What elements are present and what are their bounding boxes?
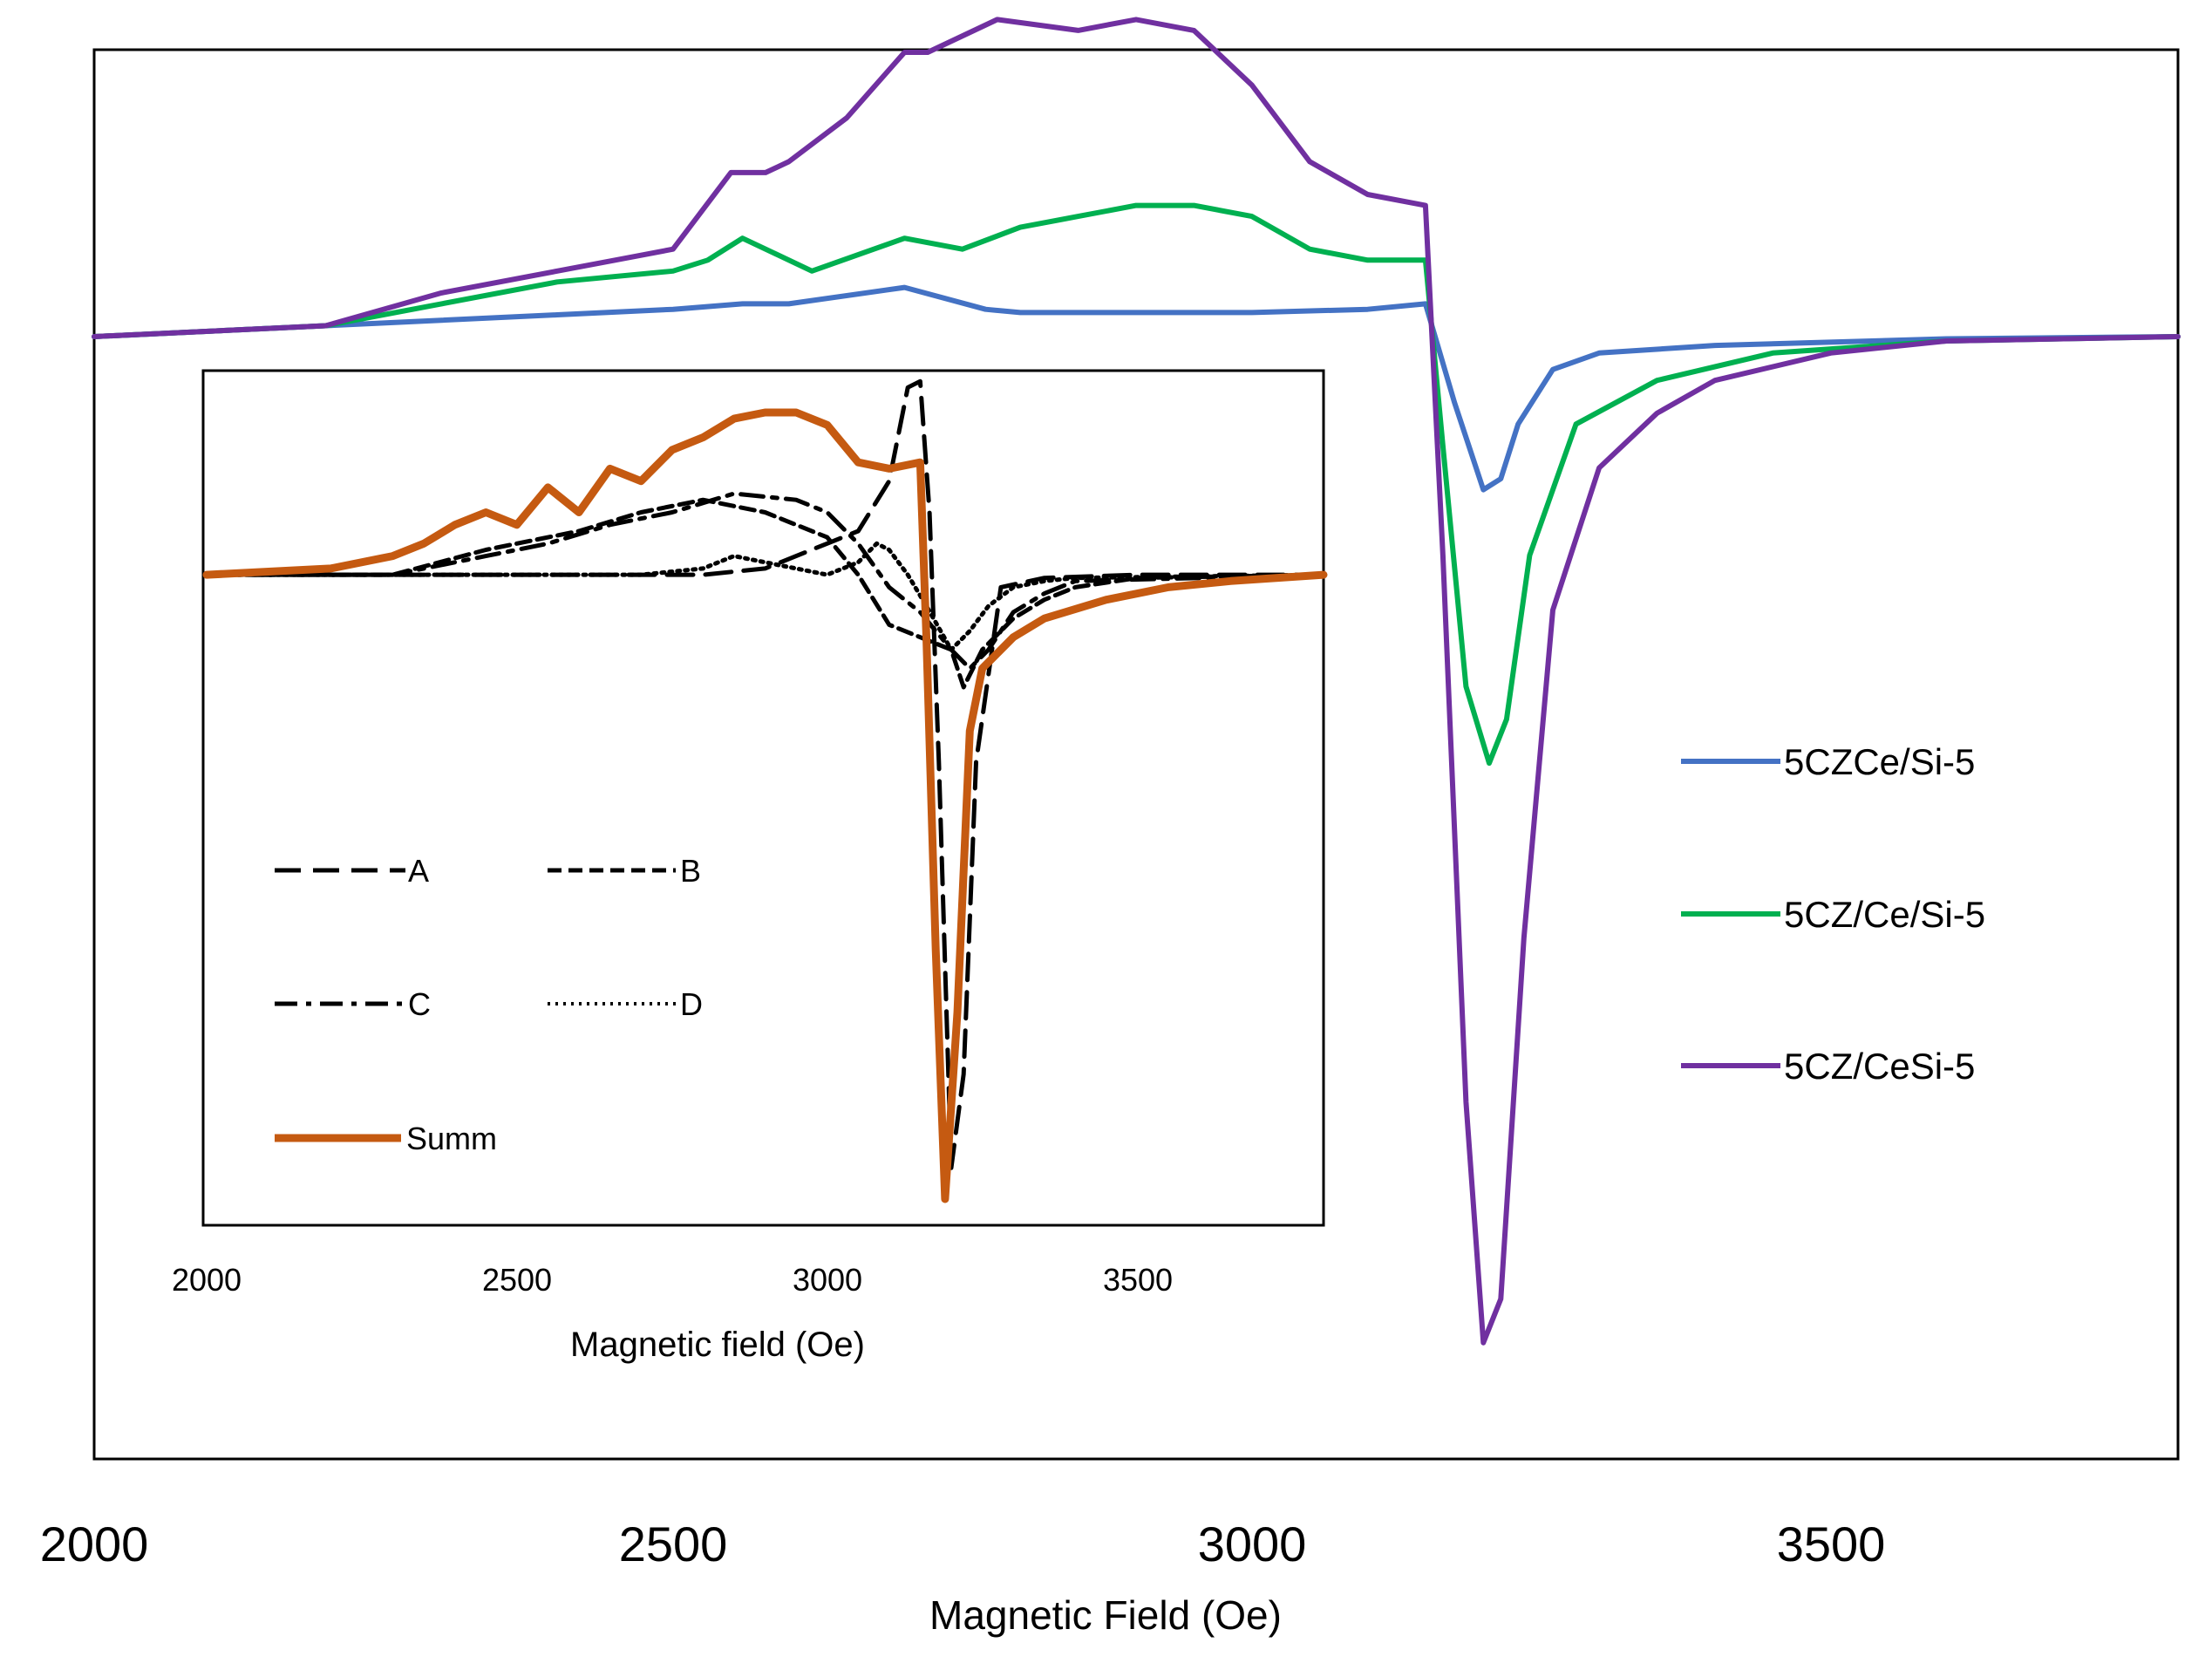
legend-label: 5CZCe/Si-5 [1784, 741, 1975, 782]
inset-background [203, 371, 1324, 1225]
legend-label: 5CZ/Ce/Si-5 [1784, 894, 1985, 935]
inset-legend-label: B [680, 853, 701, 889]
main-xtick-label: 3000 [1198, 1517, 1307, 1571]
inset-legend: A B C D Summ [275, 853, 703, 1156]
main-plot-frame [92, 48, 2180, 1461]
inset-legend-label: Summ [406, 1121, 497, 1156]
legend-label: 5CZ/CeSi-5 [1784, 1046, 1975, 1087]
inset-legend-label: D [680, 986, 703, 1022]
inset-plot-frame [201, 369, 1325, 1227]
inset-series-line-a [204, 378, 1326, 1170]
main-x-axis-label: Magnetic Field (Oe) [929, 1592, 1282, 1638]
main-series-line-5cz-cesi-5 [92, 17, 2181, 1346]
inset-x-axis-label: Magnetic field (Oe) [570, 1326, 865, 1364]
inset-series-line-d [204, 541, 1326, 652]
inset-xtick-label: 2000 [172, 1262, 242, 1298]
inset-series-group [202, 378, 1328, 1203]
inset-legend-label: A [408, 853, 429, 889]
main-xtick-label: 2000 [40, 1517, 149, 1571]
main-series-line-5czce-si-5 [92, 284, 2181, 493]
inset-xtick-label: 3500 [1103, 1262, 1173, 1298]
main-series-group [92, 17, 2181, 1346]
main-xtick-label: 3500 [1777, 1517, 1886, 1571]
main-xtick-label: 2500 [619, 1517, 728, 1571]
inset-xtick-label: 3000 [793, 1262, 862, 1298]
inset-xtick-label: 2500 [482, 1262, 552, 1298]
inset-series-line-summ [202, 408, 1328, 1203]
inset-legend-label: C [408, 986, 431, 1022]
inset-series-line-c [204, 491, 1326, 671]
main-legend: 5CZCe/Si-5 5CZ/Ce/Si-5 5CZ/CeSi-5 [1681, 741, 1985, 1087]
main-series-line-5cz-ce-si-5 [92, 202, 2181, 767]
inset-series-line-b [204, 497, 1326, 690]
